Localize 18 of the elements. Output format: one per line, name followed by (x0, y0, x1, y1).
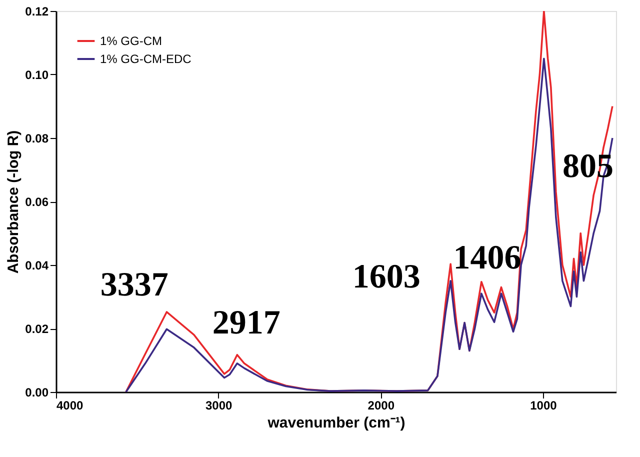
legend-label: 1% GG-CM-EDC (100, 52, 192, 66)
y-axis-title: Absorbance (-log R) (5, 130, 22, 274)
x-tick-label: 2000 (368, 398, 395, 412)
y-tick-label: 0.10 (25, 68, 49, 82)
annotation: 2917 (212, 304, 280, 342)
annotation: 1603 (352, 258, 420, 296)
x-tick-label: 1000 (530, 398, 558, 412)
annotation: 3337 (100, 266, 168, 304)
y-tick-label: 0.08 (25, 132, 49, 146)
y-tick-label: 0.04 (25, 258, 49, 272)
y-tick-label: 0.02 (25, 322, 49, 336)
y-tick-label: 0.00 (25, 386, 49, 400)
y-tick-label: 0.12 (25, 4, 49, 18)
x-axis-title: wavenumber (cm⁻¹) (266, 414, 406, 432)
y-tick-label: 0.06 (25, 195, 49, 209)
x-tick-label: 4000 (56, 398, 84, 412)
legend-label: 1% GG-CM (100, 34, 162, 48)
x-tick-label: 3000 (205, 398, 232, 412)
